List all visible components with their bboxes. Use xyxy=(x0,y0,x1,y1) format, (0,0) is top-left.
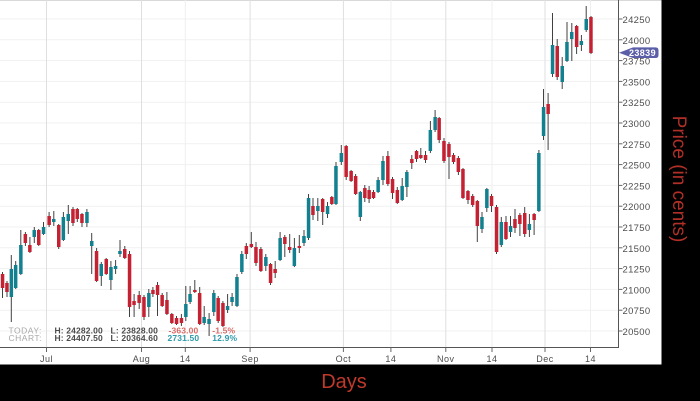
svg-text:14: 14 xyxy=(486,354,497,364)
svg-text:H: 24282.00: H: 24282.00 xyxy=(55,325,104,335)
svg-text:-1.5%: -1.5% xyxy=(212,325,235,335)
svg-text:23500: 23500 xyxy=(623,77,651,88)
svg-text:22500: 22500 xyxy=(623,161,651,172)
svg-text:21250: 21250 xyxy=(623,265,651,276)
svg-text:21000: 21000 xyxy=(623,285,651,296)
svg-text:Nov: Nov xyxy=(437,354,455,364)
svg-text:24250: 24250 xyxy=(623,15,651,26)
svg-text:20750: 20750 xyxy=(623,306,651,317)
svg-text:23250: 23250 xyxy=(623,98,651,109)
svg-text:Aug: Aug xyxy=(133,354,151,364)
svg-text:H: 24407.50: H: 24407.50 xyxy=(55,333,104,343)
svg-text:20500: 20500 xyxy=(623,327,651,338)
svg-text:-363.00: -363.00 xyxy=(169,325,199,335)
svg-text:22000: 22000 xyxy=(623,202,651,213)
svg-text:Price (in cents): Price (in cents) xyxy=(668,116,689,243)
svg-text:12.9%: 12.9% xyxy=(212,333,237,343)
svg-text:14: 14 xyxy=(585,354,596,364)
svg-text:Days: Days xyxy=(321,371,367,393)
svg-text:L: 23828.00: L: 23828.00 xyxy=(111,325,159,335)
svg-text:23000: 23000 xyxy=(623,119,651,130)
svg-text:Dec: Dec xyxy=(536,354,554,364)
svg-text:21500: 21500 xyxy=(623,244,651,255)
svg-text:23750: 23750 xyxy=(623,57,651,68)
svg-text:Oct: Oct xyxy=(336,354,352,364)
svg-text:21750: 21750 xyxy=(623,223,651,234)
svg-text:24000: 24000 xyxy=(623,36,651,47)
svg-text:22750: 22750 xyxy=(623,140,651,151)
svg-text:23839: 23839 xyxy=(629,48,656,58)
svg-text:Sep: Sep xyxy=(241,354,259,364)
svg-text:14: 14 xyxy=(180,354,191,364)
svg-text:CHART:: CHART: xyxy=(9,333,43,343)
svg-text:L: 20364.60: L: 20364.60 xyxy=(111,333,159,343)
svg-text:TODAY:: TODAY: xyxy=(9,325,42,335)
svg-text:22250: 22250 xyxy=(623,181,651,192)
svg-text:14: 14 xyxy=(385,354,396,364)
svg-text:2731.50: 2731.50 xyxy=(168,333,200,343)
svg-text:Jul: Jul xyxy=(40,354,53,364)
